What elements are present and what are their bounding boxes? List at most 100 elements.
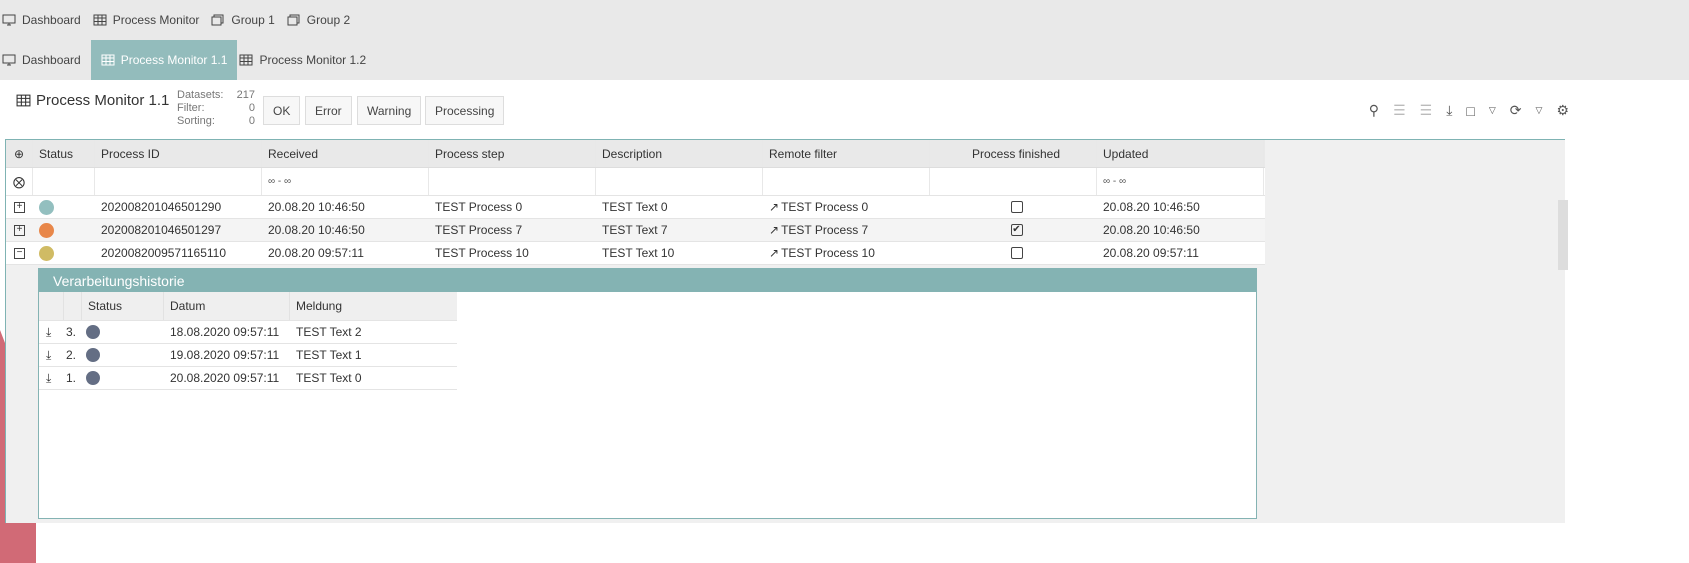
refresh-play-icon[interactable]: ⟳ — [1509, 102, 1522, 118]
remote-filter-cell[interactable]: ↗ TEST Process 10 — [763, 242, 930, 264]
column-header-process-finished[interactable]: Process finished — [930, 140, 1097, 167]
history-number: 1. — [66, 371, 77, 385]
process-id-filter[interactable] — [95, 168, 262, 195]
table-row[interactable]: + 202008201046501297 20.08.20 10:46:50 T… — [6, 219, 1265, 242]
stat-label: Datasets: — [177, 89, 224, 101]
received-cell: 20.08.20 09:57:11 — [268, 246, 364, 260]
dataset-stats: Datasets: 217 Filter: 0 Sorting: 0 — [177, 89, 255, 128]
status-dot — [39, 199, 54, 215]
history-column-status[interactable]: Status — [82, 292, 164, 320]
external-link-icon[interactable]: ↗ — [769, 200, 780, 214]
received-filter[interactable]: ∞ - ∞ — [262, 168, 429, 195]
external-link-icon[interactable]: ↗ — [769, 246, 780, 260]
updated-cell: 20.08.20 09:57:11 — [1103, 246, 1199, 260]
history-column-meldung[interactable]: Meldung — [296, 299, 343, 313]
filter-ok-button[interactable]: OK — [263, 96, 301, 125]
status-dot — [86, 325, 100, 339]
expand-icon[interactable]: + — [14, 224, 25, 236]
download-icon[interactable]: ⤓ — [46, 324, 52, 339]
monitor-icon — [2, 14, 16, 26]
updated-cell: 20.08.20 10:46:50 — [1103, 223, 1200, 237]
history-header: Status Datum Meldung — [39, 292, 457, 321]
crosshair-icon[interactable]: ⊕ — [6, 140, 33, 167]
gear-icon[interactable]: ⚙ — [1556, 102, 1569, 118]
updated-cell: 20.08.20 10:46:50 — [1103, 200, 1200, 214]
collapse-icon[interactable]: − — [14, 247, 25, 259]
external-link-icon[interactable]: ↗ — [769, 223, 780, 237]
nav-group-2[interactable]: Group 2 — [285, 13, 360, 27]
filter-warning-button[interactable]: Warning — [357, 96, 422, 125]
column-header-received[interactable]: Received — [262, 140, 429, 167]
remote-filter-link[interactable]: TEST Process 0 — [781, 200, 869, 214]
tab-label: Process Monitor 1.2 — [259, 53, 367, 67]
column-header-status[interactable]: Status — [33, 140, 95, 167]
description-filter[interactable] — [596, 168, 763, 195]
updated-filter[interactable]: ∞ - ∞ — [1097, 168, 1264, 195]
status-cell — [33, 219, 95, 241]
search-icon[interactable]: ⚲ — [1368, 102, 1380, 118]
window-icon[interactable]: □ — [1466, 102, 1475, 119]
indent-list-icon[interactable]: ☰ — [1419, 102, 1433, 118]
column-header-description[interactable]: Description — [596, 140, 763, 167]
status-filter[interactable] — [33, 168, 95, 195]
expand-icon[interactable]: + — [14, 201, 25, 213]
stat-value: 0 — [248, 102, 255, 114]
process-finished-checkbox[interactable] — [1010, 247, 1023, 259]
filter-error-button[interactable]: Error — [305, 96, 352, 125]
column-header-remote-filter[interactable]: Remote filter — [763, 140, 930, 167]
vertical-scrollbar[interactable] — [1558, 200, 1568, 270]
column-header-updated[interactable]: Updated — [1097, 140, 1264, 167]
nav-group-1[interactable]: Group 1 — [209, 13, 284, 27]
history-status — [82, 344, 164, 366]
nav-process-monitor[interactable]: Process Monitor — [91, 13, 210, 27]
tab-label: Dashboard — [22, 53, 81, 67]
monitor-icon — [2, 54, 16, 66]
column-header-process-id[interactable]: Process ID — [95, 140, 262, 167]
nav-label: Dashboard — [22, 13, 81, 27]
nav-dashboard[interactable]: Dashboard — [0, 13, 91, 27]
history-panel: Verarbeitungshistorie Status Datum Meldu… — [38, 268, 1257, 519]
remote-filter-cell[interactable]: ↗ TEST Process 0 — [763, 196, 930, 218]
checklist-icon[interactable]: ☰ — [1393, 102, 1406, 118]
tab-process-monitor-1-2[interactable]: Process Monitor 1.2 — [237, 40, 376, 80]
tab-process-monitor-1-1[interactable]: Process Monitor 1.1 — [90, 40, 238, 80]
history-message: TEST Text 2 — [296, 325, 362, 339]
column-header-process-step[interactable]: Process step — [429, 140, 596, 167]
stat-label: Filter: — [177, 102, 205, 114]
table-row[interactable]: − 202008200957116511​0 20.08.20 09:57:11… — [6, 242, 1265, 265]
received-cell: 20.08.20 10:46:50 — [268, 223, 365, 237]
tab-label: Process Monitor 1.1 — [120, 53, 228, 67]
history-row: ⤓ 1. 20.08.2020 09:57:11 TEST Text 0 — [39, 367, 457, 390]
table-icon — [101, 54, 115, 66]
download-icon[interactable]: ⤓ — [46, 347, 52, 362]
chevron-down-icon[interactable]: ▽ — [1535, 105, 1543, 115]
table-row[interactable]: + 202008201046501290 20.08.20 10:46:50 T… — [6, 196, 1265, 219]
filter-processing-button[interactable]: Processing — [425, 96, 505, 125]
description-cell: TEST Text 7 — [602, 223, 668, 237]
process-id-cell: 202008200957116511​0 — [101, 246, 227, 260]
process-finished-checkbox[interactable] — [1010, 201, 1023, 213]
process-step-cell: TEST Process 7 — [435, 223, 523, 237]
remote-filter-link[interactable]: TEST Process 10 — [781, 246, 875, 260]
status-dot — [86, 371, 100, 385]
process-id-cell: 202008201046501290 — [101, 200, 222, 214]
process-finished-checkbox[interactable]: ✔ — [1010, 224, 1023, 236]
history-message: TEST Text 0 — [296, 371, 362, 385]
table-icon — [239, 54, 253, 66]
table-header: ⊕ Status Process ID Received Process ste… — [6, 140, 1265, 168]
remote-filter-link[interactable]: TEST Process 7 — [781, 223, 869, 237]
page-title-text: Process Monitor 1.1 — [36, 92, 170, 109]
process-table: ⊕ Status Process ID Received Process ste… — [5, 139, 1568, 523]
process-step-filter[interactable] — [429, 168, 596, 195]
history-message: TEST Text 1 — [296, 348, 362, 362]
download-icon[interactable]: ⤓ — [1446, 102, 1453, 118]
clear-filter-icon[interactable]: ⨂ — [6, 168, 33, 195]
remote-filter-cell[interactable]: ↗ TEST Process 7 — [763, 219, 930, 241]
tab-dashboard[interactable]: Dashboard — [0, 40, 91, 80]
history-number: 3. — [66, 325, 77, 339]
history-column-datum[interactable]: Datum — [164, 292, 290, 320]
download-icon[interactable]: ⤓ — [46, 370, 52, 385]
chevron-down-icon[interactable]: ▽ — [1488, 105, 1496, 115]
remote-filter-filter[interactable] — [763, 168, 930, 195]
process-finished-filter[interactable] — [930, 168, 1097, 195]
